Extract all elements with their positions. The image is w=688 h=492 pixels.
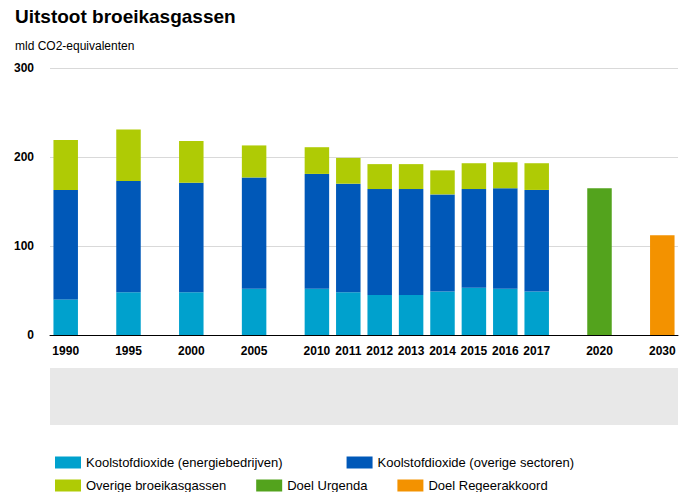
svg-text:0: 0	[27, 328, 34, 342]
svg-text:Uitstoot broeikasgassen: Uitstoot broeikasgassen	[15, 6, 236, 27]
svg-text:2000: 2000	[178, 344, 205, 358]
svg-text:Overige broeikasgassen: Overige broeikasgassen	[86, 478, 226, 492]
svg-text:2012: 2012	[366, 344, 393, 358]
svg-text:2015: 2015	[461, 344, 488, 358]
svg-text:2010: 2010	[304, 344, 331, 358]
svg-text:100: 100	[14, 239, 34, 253]
svg-text:200: 200	[14, 150, 34, 164]
svg-text:1990: 1990	[52, 344, 79, 358]
svg-text:2014: 2014	[429, 344, 456, 358]
svg-text:Koolstofdioxide (overige secto: Koolstofdioxide (overige sectoren)	[378, 455, 575, 470]
svg-text:300: 300	[14, 61, 34, 75]
svg-text:2005: 2005	[241, 344, 268, 358]
svg-text:mld CO2-equivalenten: mld CO2-equivalenten	[15, 39, 134, 53]
svg-text:2013: 2013	[398, 344, 425, 358]
svg-text:2030: 2030	[649, 344, 676, 358]
svg-text:2020: 2020	[586, 344, 613, 358]
svg-text:Doel Regeerakkoord: Doel Regeerakkoord	[428, 478, 547, 492]
svg-text:Doel Urgenda: Doel Urgenda	[287, 478, 368, 492]
svg-text:2017: 2017	[523, 344, 550, 358]
svg-text:Koolstofdioxide (energiebedrij: Koolstofdioxide (energiebedrijven)	[86, 455, 283, 470]
svg-text:2016: 2016	[492, 344, 519, 358]
svg-text:1995: 1995	[115, 344, 142, 358]
svg-text:2011: 2011	[335, 344, 361, 358]
